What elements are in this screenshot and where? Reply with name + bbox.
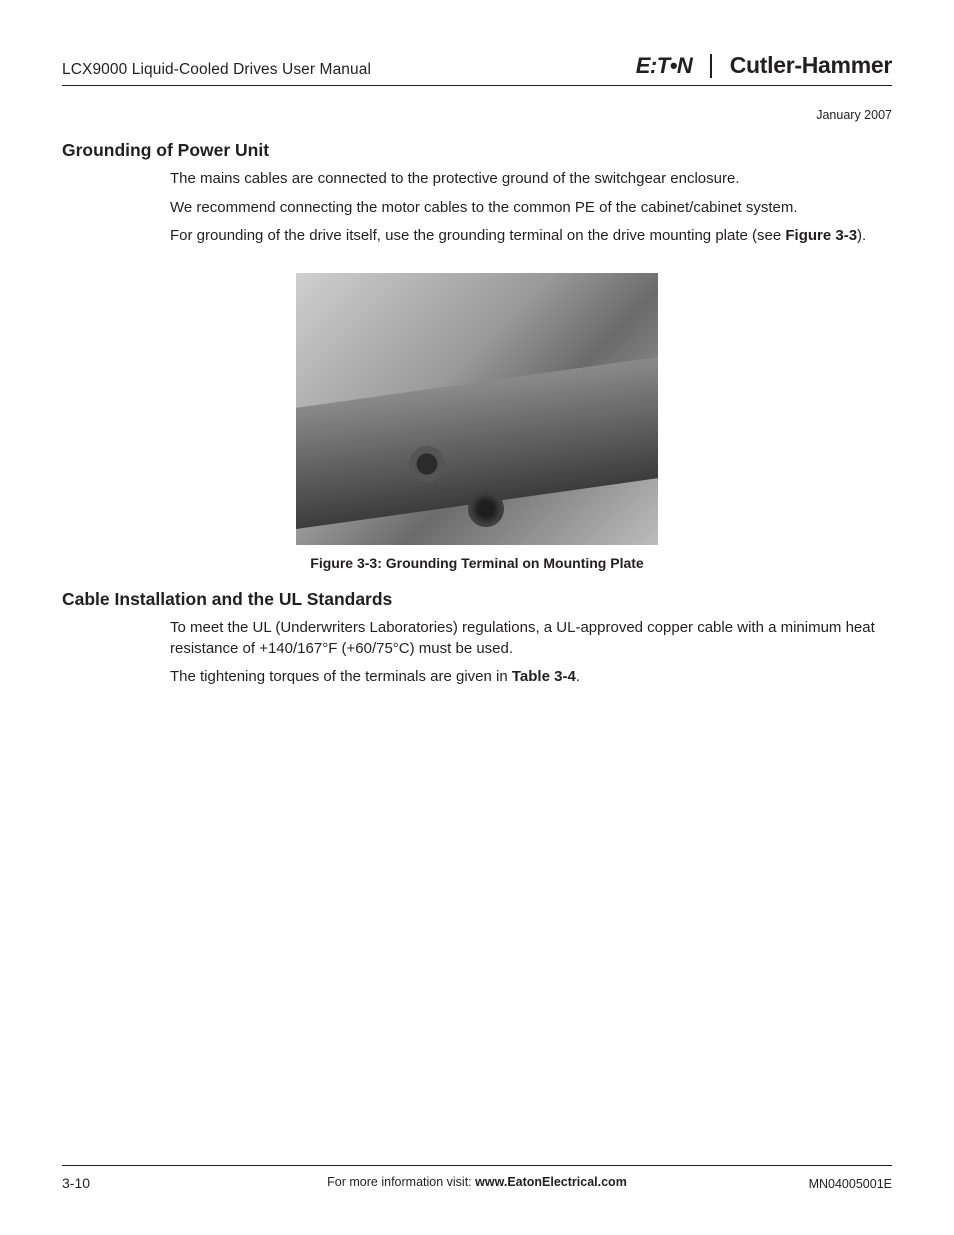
figure-3-3: Figure 3-3: Grounding Terminal on Mounti… (62, 273, 892, 571)
text: The tightening torques of the terminals … (170, 668, 512, 685)
para: The tightening torques of the terminals … (170, 667, 892, 688)
footer-center: For more information visit: www.EatonEle… (62, 1175, 892, 1189)
manual-title: LCX9000 Liquid-Cooled Drives User Manual (62, 61, 371, 79)
page-footer: 3-10 For more information visit: www.Eat… (62, 1165, 892, 1191)
heading-cable-installation: Cable Installation and the UL Standards (62, 589, 892, 610)
eaton-logo: E:T•N (636, 53, 693, 79)
footer-url: www.EatonElectrical.com (475, 1175, 627, 1189)
para: The mains cables are connected to the pr… (170, 169, 892, 190)
figure-ref: Figure 3-3 (785, 227, 857, 244)
brand-block: E:T•N Cutler-Hammer (636, 52, 892, 79)
cutler-hammer-logo: Cutler-Hammer (730, 52, 892, 79)
footer-text: For more information visit: (327, 1175, 475, 1189)
text: ). (857, 227, 866, 244)
section1-body: The mains cables are connected to the pr… (170, 169, 892, 247)
para: For grounding of the drive itself, use t… (170, 226, 892, 247)
page-header: LCX9000 Liquid-Cooled Drives User Manual… (62, 52, 892, 86)
para: To meet the UL (Underwriters Laboratorie… (170, 618, 892, 659)
figure-image (296, 273, 658, 545)
text: . (576, 668, 580, 685)
figure-caption: Figure 3-3: Grounding Terminal on Mounti… (310, 555, 643, 571)
text: For grounding of the drive itself, use t… (170, 227, 785, 244)
brand-divider (710, 54, 712, 78)
para: We recommend connecting the motor cables… (170, 198, 892, 219)
section2-body: To meet the UL (Underwriters Laboratorie… (170, 618, 892, 688)
date: January 2007 (62, 108, 892, 122)
bolt-icon (468, 491, 504, 527)
heading-grounding: Grounding of Power Unit (62, 140, 892, 161)
table-ref: Table 3-4 (512, 668, 576, 685)
